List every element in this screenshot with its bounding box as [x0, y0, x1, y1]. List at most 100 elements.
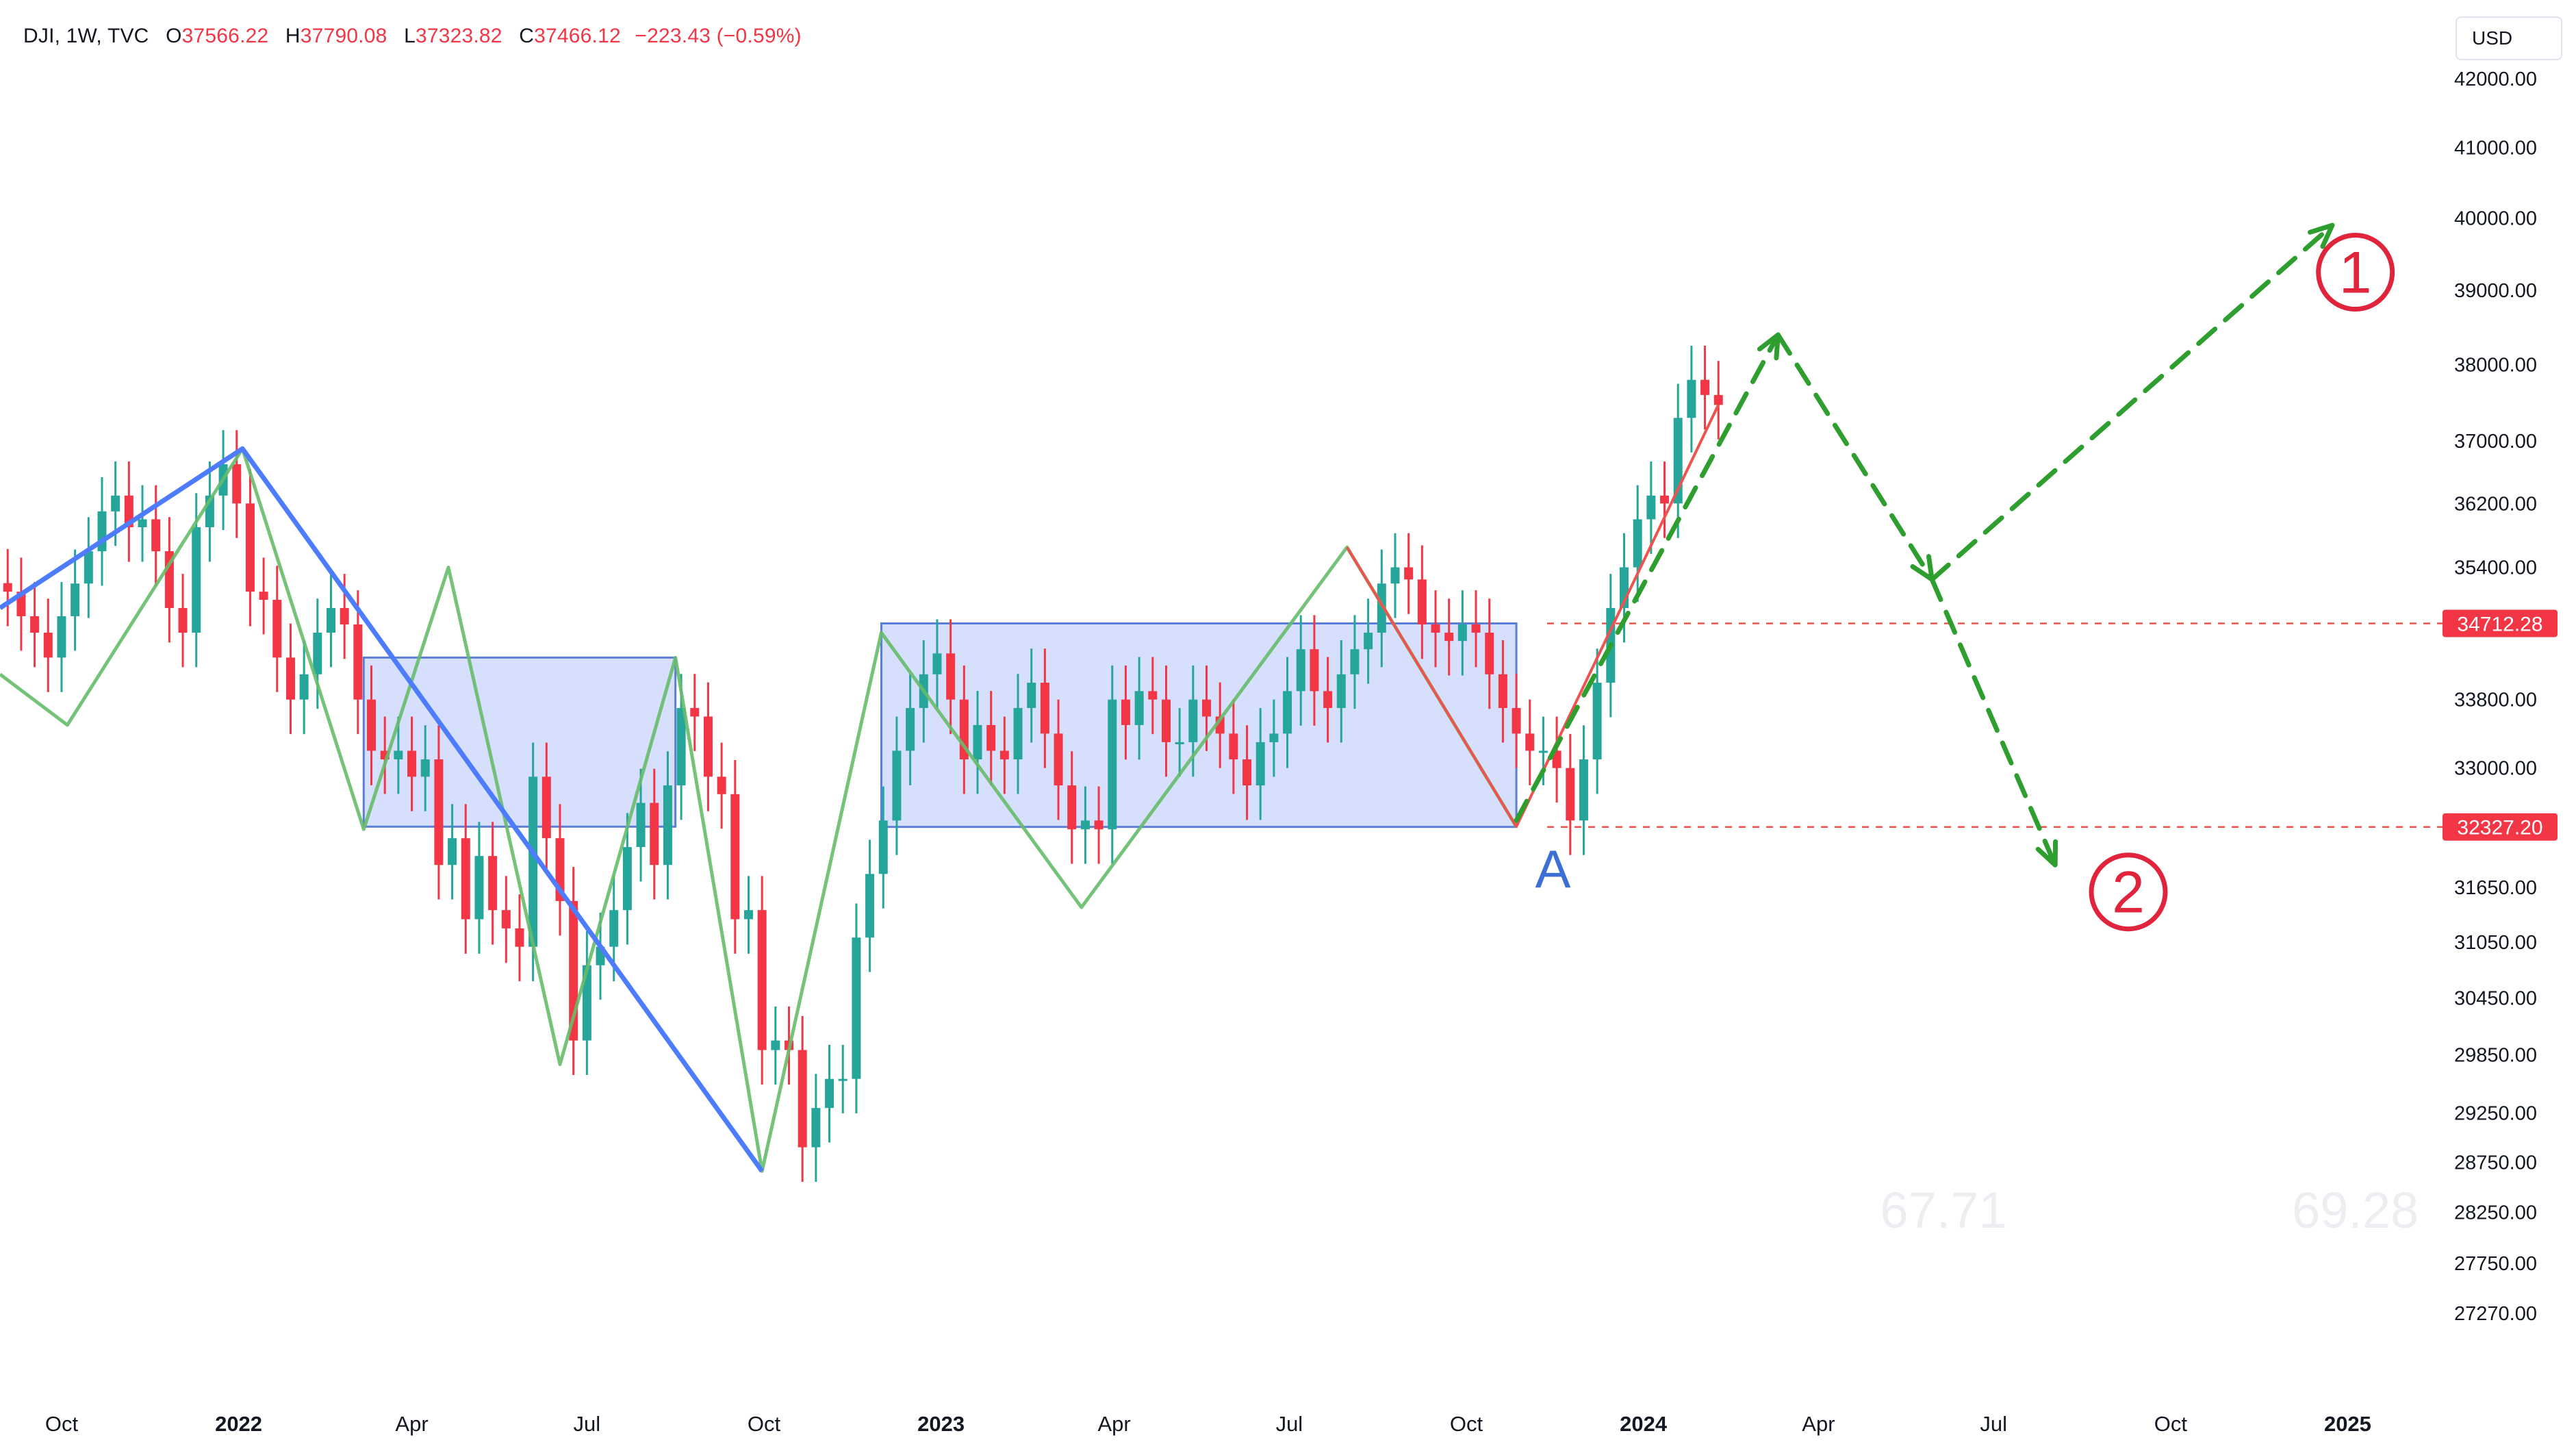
candle-body [448, 838, 457, 865]
point-label-A: A [1535, 839, 1570, 899]
candle-body [434, 759, 444, 865]
candle-body [973, 724, 982, 760]
candle-body [232, 464, 242, 504]
scenario-label-circle [2089, 852, 2168, 932]
time-tick-label: Apr [1802, 1412, 1835, 1436]
candle-body [932, 653, 942, 674]
candle-body [501, 910, 511, 928]
candle-body [757, 910, 767, 1050]
scenario-label-circle [2316, 233, 2395, 312]
price-tag [2443, 813, 2558, 841]
zigzag-red-line [1345, 404, 1720, 828]
candle-body [636, 802, 646, 848]
projection-arrows [1514, 223, 2335, 868]
candle-body [57, 616, 66, 658]
price-tag-label: 34712.28 [2457, 613, 2542, 635]
annotations: A 1 2 67.71 69.28 [1535, 233, 2419, 1239]
price-tick-label: 35400.00 [2454, 557, 2537, 579]
faint-indicator-value: 69.28 [2292, 1182, 2419, 1239]
candle-body [515, 928, 524, 947]
candle-body [528, 776, 538, 947]
candle-body [259, 592, 268, 600]
candle-body [1713, 394, 1723, 405]
trend-blue-line [0, 446, 765, 1173]
candle-body [690, 708, 700, 717]
candle-body [394, 750, 403, 760]
price-tick-label: 30450.00 [2454, 987, 2537, 1009]
projection-pullback-arrow [1775, 332, 1935, 582]
candle-body [1040, 683, 1049, 734]
candle-body [1202, 699, 1212, 717]
candle-body [1660, 495, 1670, 504]
candle-body [71, 583, 80, 616]
candle-body [1054, 733, 1063, 786]
candle-body [1121, 699, 1130, 725]
candle-body [1094, 820, 1104, 830]
price-tick-label: 33000.00 [2454, 758, 2537, 780]
candle-body [676, 708, 686, 786]
candle-body [650, 802, 659, 865]
candle-body [178, 607, 188, 633]
candle-body [1188, 699, 1198, 742]
time-tick-label: Apr [395, 1412, 428, 1436]
candle-body [1646, 495, 1656, 520]
price-tick-label: 38000.00 [2454, 355, 2537, 377]
candles [3, 345, 1723, 1182]
projection-up-arrow [1514, 332, 1781, 823]
candle-body [622, 847, 632, 911]
candle-body [138, 519, 147, 528]
candle-body [1296, 649, 1305, 692]
price-tick-label: 37000.00 [2454, 431, 2537, 453]
candle-body [474, 856, 484, 920]
candle-body [1108, 699, 1117, 830]
candle-body [730, 794, 740, 920]
chart-legend: DJI, 1W, TVC O37566.22 H37790.08 L37323.… [23, 25, 802, 48]
open-value: 37566.22 [181, 25, 269, 47]
candle-body [1485, 633, 1494, 674]
candle-body [407, 750, 417, 777]
candle-body [1552, 750, 1561, 768]
candle-body [1512, 708, 1521, 734]
currency-button[interactable]: USD [2456, 16, 2562, 60]
candle-body [1310, 649, 1319, 692]
candle-body [999, 750, 1009, 760]
candle-body [1431, 624, 1440, 633]
candle-body [1148, 691, 1158, 700]
high-value: 37790.08 [300, 25, 387, 47]
time-tick-label: Jul [574, 1412, 601, 1436]
low-label: L [404, 25, 416, 47]
candle-body [1013, 708, 1023, 760]
candle-body [1269, 733, 1279, 742]
candle-body [43, 633, 53, 658]
candle-body [609, 910, 619, 947]
candle-body [1687, 379, 1696, 418]
close-label: C [519, 25, 535, 47]
candle-body [1457, 624, 1467, 642]
time-tick-label: 2025 [2324, 1412, 2371, 1436]
time-tick-label: 2024 [1620, 1412, 1668, 1436]
candle-body [1242, 759, 1252, 786]
candle-body [1390, 567, 1400, 584]
candle-body [1404, 567, 1414, 580]
high-label: H [285, 25, 301, 47]
candle-body [811, 1108, 821, 1148]
time-tick-label: Oct [1450, 1412, 1483, 1436]
time-axis[interactable]: Oct 2022 Apr Jul Oct 2023 Apr Jul Oct 2024 Apr Jul O… [45, 1412, 2371, 1436]
candle-body [111, 495, 120, 511]
zigzag-green-line [0, 446, 1518, 1173]
price-tag-label: 32327.20 [2457, 817, 2542, 839]
candle-body [1592, 683, 1602, 760]
price-tick-label: 31650.00 [2454, 877, 2537, 899]
price-tick-label: 33800.00 [2454, 689, 2537, 711]
time-tick-label: 2023 [917, 1412, 965, 1436]
candle-body [326, 607, 335, 633]
candle-body [1364, 633, 1373, 650]
candle-body [1538, 750, 1548, 753]
candle-body [1471, 624, 1481, 633]
faint-indicator-value: 67.71 [1880, 1182, 2007, 1239]
price-tick-label: 27750.00 [2454, 1253, 2537, 1275]
candle-body [367, 699, 377, 751]
candle-body [771, 1040, 780, 1050]
price-axis[interactable]: 42000.00 41000.00 40000.00 39000.00 38000.00… [2443, 68, 2558, 1325]
